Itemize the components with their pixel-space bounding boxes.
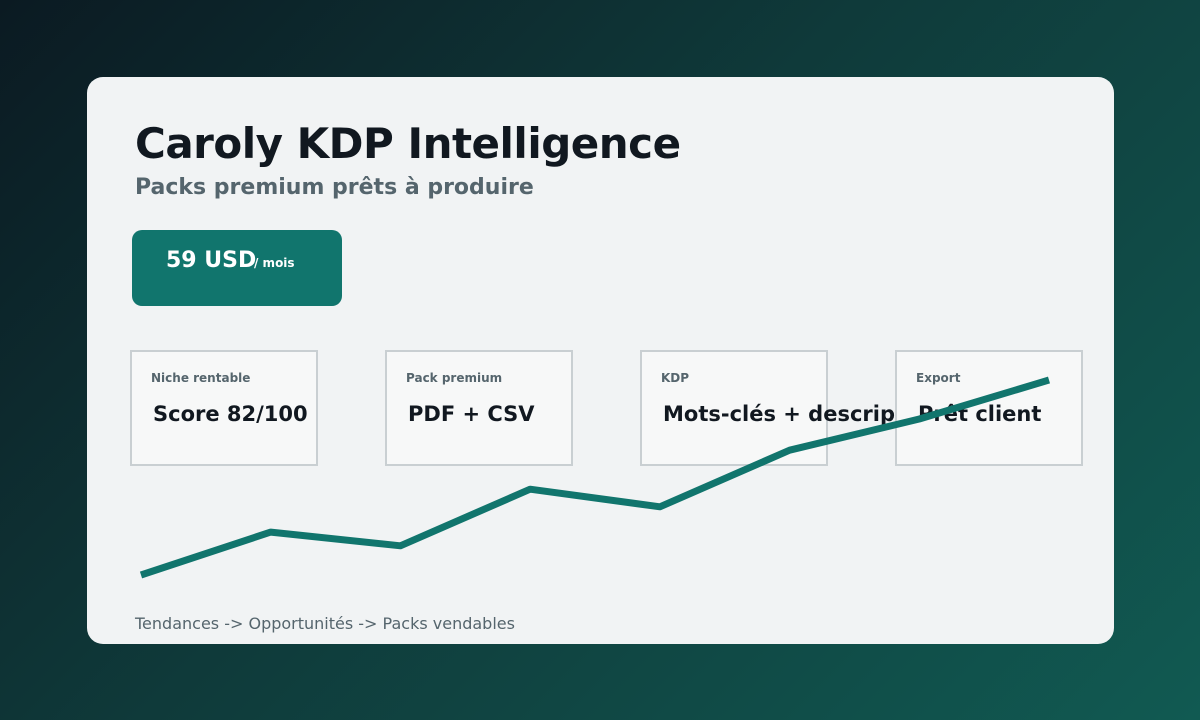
main-card: Caroly KDP Intelligence Packs premium pr… (87, 77, 1114, 644)
feature-value: Mots-clés + descript (663, 402, 906, 426)
price-badge[interactable]: 59 USD / mois (132, 230, 342, 306)
feature-card-kdp: KDP Mots-clés + descript (640, 350, 905, 466)
page-subtitle: Packs premium prêts à produire (135, 175, 534, 200)
feature-label: KDP (661, 371, 690, 385)
feature-label: Pack premium (406, 371, 503, 385)
feature-value: Score 82/100 (153, 402, 308, 426)
feature-card-niche: Niche rentable Score 82/100 (130, 350, 318, 466)
footer-tagline: Tendances -> Opportunités -> Packs venda… (135, 614, 515, 633)
feature-label: Niche rentable (151, 371, 251, 385)
feature-card-export: Export Prêt client (895, 350, 1083, 466)
feature-card-pack: Pack premium PDF + CSV (385, 350, 573, 466)
feature-label: Export (916, 371, 961, 385)
price-period: / mois (254, 256, 295, 270)
price-amount: 59 USD (166, 248, 257, 273)
page-title: Caroly KDP Intelligence (135, 119, 681, 168)
feature-value: PDF + CSV (408, 402, 535, 426)
feature-value: Prêt client (918, 402, 1042, 426)
